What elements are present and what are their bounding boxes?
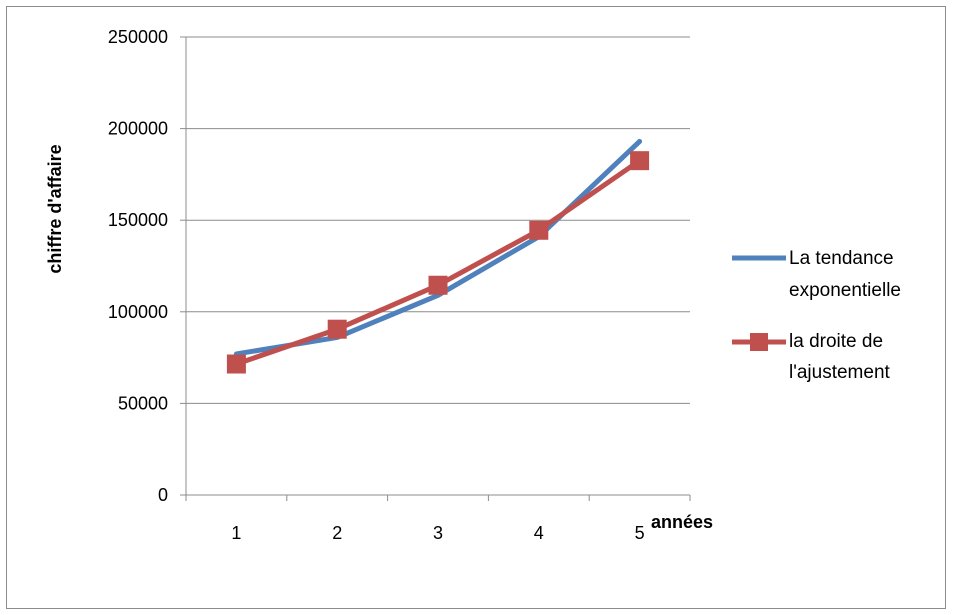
y-tick-label: 0 (158, 485, 168, 505)
x-axis-title: années (651, 512, 713, 532)
legend: La tendance exponentielle la droite de l'aj… (732, 248, 901, 383)
x-tick-label: 5 (635, 523, 645, 543)
y-tick-label: 250000 (108, 27, 168, 47)
data-point-marker (226, 354, 246, 374)
series-line-1 (233, 138, 643, 357)
chart-frame (6, 6, 946, 609)
plot-area (226, 138, 650, 374)
gridlines (186, 36, 690, 404)
axes (180, 36, 691, 501)
y-axis-title: chiffre d'affaire (45, 144, 65, 273)
data-point-marker (529, 220, 549, 240)
x-tick-label: 4 (534, 523, 544, 543)
y-tick-label: 200000 (108, 119, 168, 139)
legend-label: l'ajustement (789, 362, 891, 383)
x-tick-label: 1 (231, 523, 241, 543)
x-tick-labels: 1 2 3 4 5 (231, 523, 644, 543)
y-tick-label: 50000 (118, 393, 168, 413)
data-point-marker (428, 275, 448, 295)
y-tick-label: 100000 (108, 302, 168, 322)
y-tick-label: 150000 (108, 210, 168, 230)
y-tick-labels: 0 50000 100000 150000 200000 250000 (108, 27, 168, 505)
legend-marker-2 (750, 333, 768, 351)
legend-label: la droite de (789, 331, 883, 352)
x-tick-label: 2 (332, 523, 342, 543)
legend-label: La tendance (789, 248, 894, 269)
data-point-marker (630, 151, 650, 171)
series-line-2 (233, 158, 643, 367)
legend-label: exponentielle (789, 280, 901, 301)
x-tick-label: 3 (433, 523, 443, 543)
data-point-marker (327, 319, 347, 339)
